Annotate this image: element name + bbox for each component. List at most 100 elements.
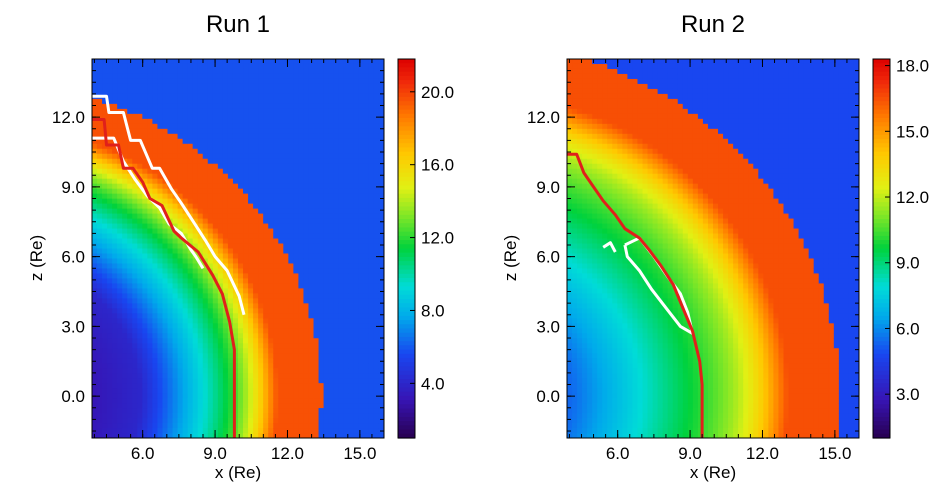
colorbar-tick-label: 3.0 xyxy=(896,385,920,404)
x-tick-label: 6.0 xyxy=(131,444,155,463)
colorbar-step xyxy=(398,236,415,241)
colorbar-step xyxy=(398,198,415,203)
colorbar-step xyxy=(873,350,890,355)
colorbar-step xyxy=(873,333,890,338)
colorbar-step xyxy=(873,396,890,401)
colorbar-step xyxy=(398,303,415,308)
colorbar-step xyxy=(398,337,415,342)
colorbar-step xyxy=(873,358,890,363)
y-axis-label: z (Re) xyxy=(27,235,46,281)
colorbar-step xyxy=(398,152,415,157)
colorbar-step xyxy=(873,236,890,241)
colorbar-step xyxy=(873,299,890,304)
y-tick-label: 6.0 xyxy=(61,248,85,267)
colorbar-step xyxy=(873,168,890,173)
colorbar-step xyxy=(873,105,890,110)
colorbar-step xyxy=(398,366,415,371)
colorbar-step xyxy=(873,147,890,152)
colorbar-step xyxy=(398,139,415,144)
colorbar-step xyxy=(398,417,415,422)
colorbar-step xyxy=(873,76,890,81)
colorbar-step xyxy=(398,299,415,304)
colorbar-step xyxy=(873,366,890,371)
colorbar-step xyxy=(873,257,890,262)
colorbar-step xyxy=(873,337,890,342)
colorbar-tick-label: 8.0 xyxy=(421,301,445,320)
colorbar-step xyxy=(398,358,415,363)
colorbar-step xyxy=(398,105,415,110)
colorbar-step xyxy=(398,249,415,254)
colorbar-step xyxy=(398,291,415,296)
y-tick-label: 0.0 xyxy=(536,387,560,406)
colorbar-step xyxy=(873,139,890,144)
colorbar-step xyxy=(398,333,415,338)
colorbar-tick-label: 20.0 xyxy=(421,83,454,102)
colorbar-step xyxy=(398,320,415,325)
colorbar-step xyxy=(873,194,890,199)
colorbar-step xyxy=(398,244,415,249)
colorbar-step xyxy=(873,232,890,237)
colorbar-step xyxy=(398,240,415,245)
colorbar-step xyxy=(873,371,890,376)
colorbar-step xyxy=(873,198,890,203)
colorbar-step xyxy=(873,265,890,270)
colorbar-step xyxy=(873,261,890,266)
colorbar-step xyxy=(873,291,890,296)
colorbar-step xyxy=(398,131,415,136)
colorbar-step xyxy=(873,295,890,300)
x-axis-label: x (Re) xyxy=(215,463,261,482)
colorbar-step xyxy=(398,173,415,178)
colorbar-tick-label: 6.0 xyxy=(896,319,920,338)
colorbar-tick-label: 4.0 xyxy=(421,374,445,393)
colorbar-tick-label: 16.0 xyxy=(421,156,454,175)
colorbar-step xyxy=(398,88,415,93)
colorbar-step xyxy=(398,383,415,388)
colorbar-step xyxy=(398,181,415,186)
colorbar-step xyxy=(398,404,415,409)
colorbar-step xyxy=(873,211,890,216)
colorbar-step xyxy=(398,274,415,279)
colorbar-step xyxy=(398,114,415,119)
colorbar-step xyxy=(873,152,890,157)
colorbar-step xyxy=(873,72,890,77)
colorbar-step xyxy=(398,211,415,216)
colorbar-step xyxy=(398,282,415,287)
colorbar-step xyxy=(398,324,415,329)
colorbar-step xyxy=(873,400,890,405)
colorbar-step xyxy=(398,63,415,68)
colorbar-step xyxy=(873,379,890,384)
y-tick-label: 3.0 xyxy=(536,317,560,336)
x-tick-label: 12.0 xyxy=(746,444,779,463)
colorbar-step xyxy=(398,135,415,140)
colorbar-step xyxy=(398,110,415,115)
colorbar-step xyxy=(398,223,415,228)
colorbar-tick-label: 15.0 xyxy=(896,122,929,141)
colorbar-step xyxy=(398,430,415,435)
colorbar-step xyxy=(398,257,415,262)
colorbar-step xyxy=(398,185,415,190)
colorbar-step xyxy=(873,67,890,72)
colorbar-step xyxy=(398,400,415,405)
colorbar-step xyxy=(398,76,415,81)
colorbar-step xyxy=(398,168,415,173)
colorbar-step xyxy=(398,295,415,300)
colorbar-step xyxy=(398,97,415,102)
colorbar-step xyxy=(873,177,890,182)
colorbar-step xyxy=(873,383,890,388)
y-tick-label: 9.0 xyxy=(536,178,560,197)
heatmap-field xyxy=(567,59,860,439)
colorbar-step xyxy=(873,421,890,426)
panel-title: Run 1 xyxy=(206,11,270,38)
colorbar-step xyxy=(873,101,890,106)
colorbar-step xyxy=(398,206,415,211)
colorbar-step xyxy=(398,156,415,161)
colorbar-step xyxy=(398,232,415,237)
colorbar-step xyxy=(398,413,415,418)
colorbar-step xyxy=(398,307,415,312)
colorbar-step xyxy=(398,316,415,321)
colorbar-step xyxy=(873,278,890,283)
colorbar-step xyxy=(873,240,890,245)
colorbar-step xyxy=(873,249,890,254)
